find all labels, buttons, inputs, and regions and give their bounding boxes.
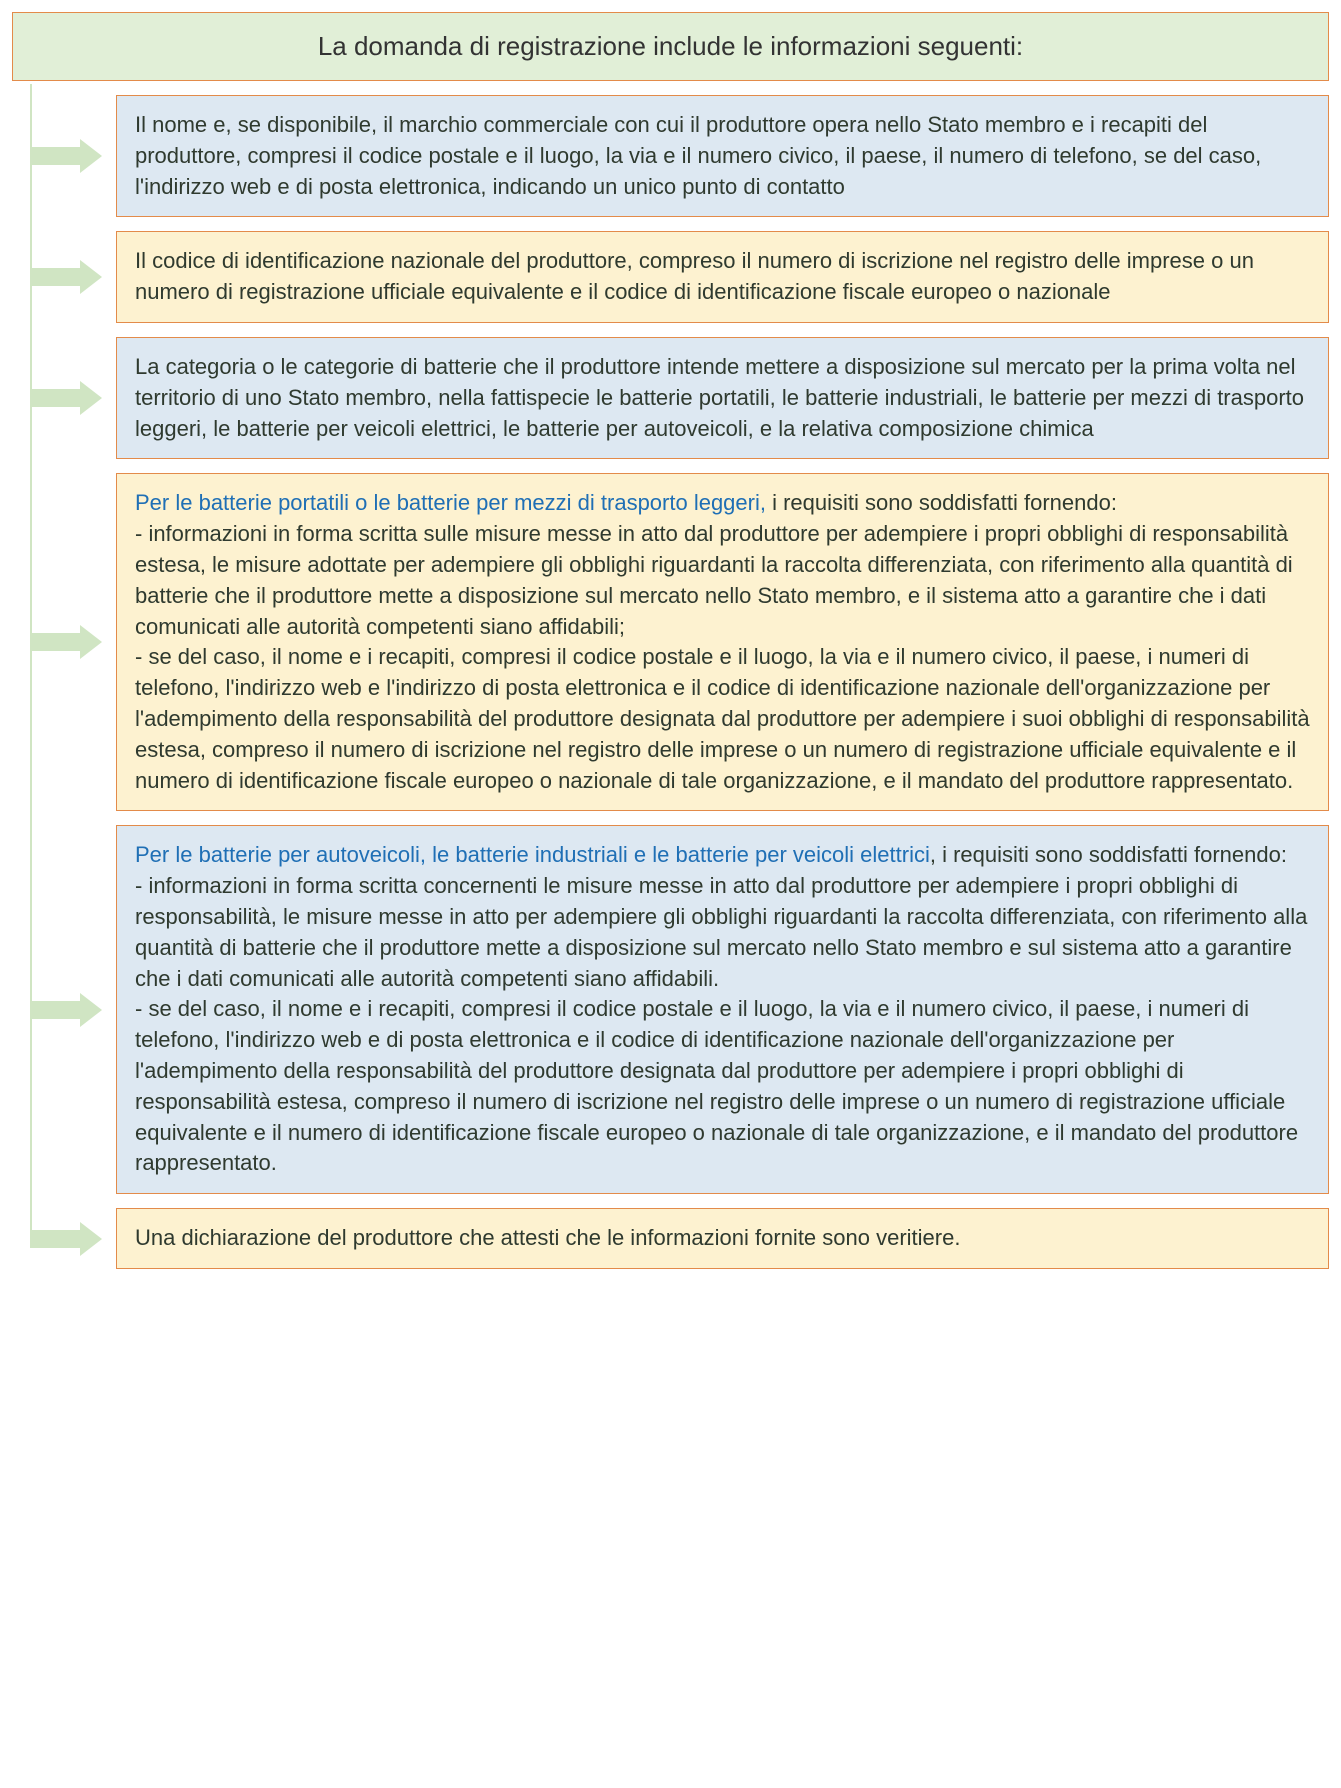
diagram-container: La domanda di registrazione include le i…: [12, 12, 1329, 1269]
item-row: Il codice di identificazione nazionale d…: [12, 231, 1329, 323]
item-text: Il nome e, se disponibile, il marchio co…: [135, 112, 1261, 199]
item-row: Per le batterie per autoveicoli, le batt…: [12, 825, 1329, 1194]
header-title: La domanda di registrazione include le i…: [318, 31, 1023, 61]
item-text: Il codice di identificazione nazionale d…: [135, 248, 1254, 304]
content-box: Per le batterie portatili o le batterie …: [116, 473, 1329, 811]
item-row: Una dichiarazione del produttore che att…: [12, 1208, 1329, 1269]
items-list: Il nome e, se disponibile, il marchio co…: [12, 95, 1329, 1269]
highlight-text: Per le batterie per autoveicoli, le batt…: [135, 842, 930, 867]
arrow-icon: [30, 1222, 108, 1256]
content-box: Una dichiarazione del produttore che att…: [116, 1208, 1329, 1269]
content-box: Il nome e, se disponibile, il marchio co…: [116, 95, 1329, 217]
header-box: La domanda di registrazione include le i…: [12, 12, 1329, 81]
arrow-icon: [30, 625, 108, 659]
item-text: La categoria o le categorie di batterie …: [135, 354, 1304, 441]
item-row: Per le batterie portatili o le batterie …: [12, 473, 1329, 811]
highlight-text: Per le batterie portatili o le batterie …: [135, 490, 766, 515]
item-text: , i requisiti sono soddisfatti fornendo:…: [135, 842, 1307, 1175]
item-row: Il nome e, se disponibile, il marchio co…: [12, 95, 1329, 217]
arrow-icon: [30, 993, 108, 1027]
item-text: i requisiti sono soddisfatti fornendo: -…: [135, 490, 1310, 792]
arrow-icon: [30, 381, 108, 415]
item-row: La categoria o le categorie di batterie …: [12, 337, 1329, 459]
arrow-icon: [30, 139, 108, 173]
item-text: Una dichiarazione del produttore che att…: [135, 1225, 960, 1250]
content-box: Il codice di identificazione nazionale d…: [116, 231, 1329, 323]
content-box: La categoria o le categorie di batterie …: [116, 337, 1329, 459]
arrow-icon: [30, 260, 108, 294]
content-box: Per le batterie per autoveicoli, le batt…: [116, 825, 1329, 1194]
